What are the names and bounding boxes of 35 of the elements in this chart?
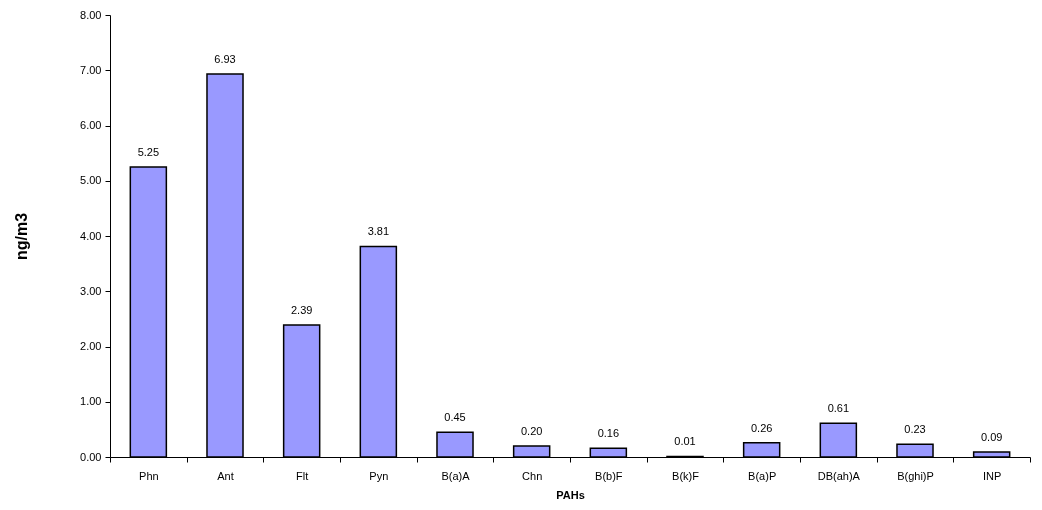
x-tick-label: Phn — [139, 469, 159, 482]
x-tick-label: B(a)P — [748, 469, 777, 482]
y-tick-label: 8.00 — [80, 8, 102, 21]
data-label: 5.25 — [137, 145, 160, 158]
data-label: 6.93 — [214, 53, 236, 66]
y-tick-label: 6.00 — [80, 119, 102, 131]
x-tick-label: B(b)F — [595, 469, 623, 482]
data-label: 2.39 — [290, 303, 313, 316]
data-label: 0.20 — [520, 424, 543, 437]
y-tick-label: 2.00 — [80, 340, 102, 352]
data-label: 0.61 — [827, 402, 850, 415]
data-label: 0.09 — [980, 431, 1003, 444]
x-tick-label: DB(ah)A — [817, 469, 861, 482]
x-tick-label: Flt — [296, 469, 309, 482]
data-label: 0.45 — [444, 411, 466, 424]
x-tick-label: Ant — [217, 469, 234, 482]
y-tick-label: 0.00 — [80, 450, 102, 463]
x-tick-label: Chn — [522, 469, 543, 482]
y-tick-label: 4.00 — [80, 229, 102, 242]
x-tick-label: B(k)F — [672, 469, 700, 482]
x-tick-label: INP — [982, 469, 1002, 482]
y-axis-title: ng/m3 — [13, 212, 31, 261]
y-tick-label: 7.00 — [80, 63, 102, 76]
x-tick-label: B(ghi)P — [897, 469, 934, 482]
y-tick-label: 3.00 — [80, 284, 102, 297]
x-tick-label: B(a)A — [441, 469, 471, 482]
y-tick-label: 5.00 — [80, 174, 102, 187]
data-label: 0.01 — [674, 435, 696, 448]
x-axis-title: PAHs — [556, 488, 585, 501]
y-tick-label: 1.00 — [80, 395, 102, 408]
data-label: 3.81 — [367, 225, 390, 238]
x-tick-label: Pyn — [369, 469, 389, 482]
data-label: 0.16 — [597, 427, 620, 440]
data-label: 0.26 — [750, 421, 773, 434]
data-label: 0.23 — [904, 423, 926, 436]
